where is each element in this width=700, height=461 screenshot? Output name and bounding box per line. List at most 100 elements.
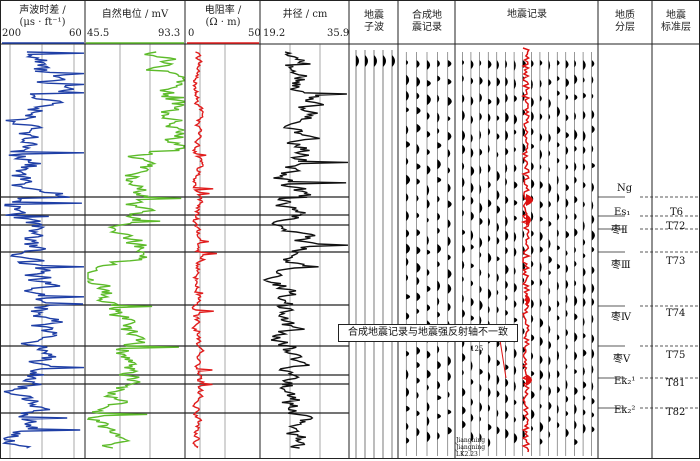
- synthetic-lobe: [416, 292, 421, 302]
- cal-scale-min: 19.2: [263, 28, 286, 39]
- seismic-lobe: [514, 365, 517, 376]
- synthetic-lobe: [437, 227, 440, 234]
- seismic-lobe: [488, 144, 490, 154]
- seismic-lobe: [565, 114, 569, 122]
- seismic-lobe: [574, 420, 577, 430]
- strata-label: Es₁: [614, 207, 631, 218]
- seismic-lobe: [505, 294, 508, 301]
- seismic-lobe: [514, 399, 517, 406]
- seismic-lobe: [479, 165, 482, 175]
- seismic-lobe: [548, 305, 551, 313]
- synthetic-lobe: [447, 149, 451, 158]
- synthetic-lobe: [437, 195, 440, 203]
- synthetic-lobe: [447, 236, 451, 247]
- synthetic-lobe: [427, 369, 431, 379]
- synthetic-lobe: [406, 210, 409, 222]
- seismic-lobe: [548, 238, 551, 250]
- seismic-lobe: [531, 211, 534, 222]
- seismic-lobe: [539, 336, 543, 347]
- seismic-lobe: [591, 109, 595, 120]
- seismic-lobe: [583, 130, 586, 142]
- seismic-lobe: [505, 60, 508, 69]
- synthetic-lobe: [427, 184, 430, 196]
- cal-title: 井径 / cm: [282, 9, 328, 20]
- seismic-lobe: [514, 348, 517, 359]
- synthetic-lobe: [447, 269, 452, 279]
- seismic-lobe: [496, 96, 500, 106]
- seismic-lobe: [539, 79, 542, 88]
- seismic-lobe: [488, 235, 491, 243]
- seismic-lobe: [531, 390, 535, 400]
- wavelet-pulse: [383, 55, 386, 67]
- seismic-lobe: [496, 170, 500, 182]
- seismic-lobe: [531, 127, 534, 136]
- seismic-lobe: [591, 266, 595, 275]
- seismic-lobe: [583, 77, 585, 83]
- seismic-lobe: [479, 433, 482, 442]
- seismic-lobe: [583, 201, 585, 208]
- seismic-lobe: [496, 273, 499, 283]
- seismic-lobe: [591, 214, 595, 225]
- seismic-lobe: [557, 126, 561, 135]
- cal-header: 井径 / cm: [261, 0, 349, 44]
- seismic-lobe: [539, 403, 542, 409]
- seismic-lobe: [514, 267, 516, 276]
- seismic-lobe: [470, 378, 474, 385]
- seismic-lobe: [462, 144, 466, 155]
- synthetic-lobe: [447, 78, 452, 85]
- seismic-lobe: [565, 395, 569, 403]
- seismic-lobe: [531, 314, 534, 324]
- seismic-lobe: [496, 306, 499, 314]
- seismic-lobe: [531, 111, 534, 122]
- seismic-lobe: [488, 217, 491, 227]
- wavelet-pulse: [365, 55, 368, 67]
- synthetic-lobe: [406, 350, 410, 357]
- synthetic-lobe: [447, 116, 451, 122]
- seismic-lobe: [565, 250, 568, 257]
- seismic-lobe: [565, 279, 569, 290]
- seismic-lobe: [479, 416, 482, 422]
- seismic-lobe: [539, 298, 542, 308]
- seismic-lobe: [531, 260, 534, 268]
- seismic-lobe: [557, 142, 560, 148]
- sp-header: 自然电位 / mV: [85, 0, 185, 44]
- strata-label: 枣Ⅴ: [613, 354, 631, 365]
- seismic-lobe: [470, 77, 474, 85]
- seismic-lobe: [531, 230, 534, 237]
- seismic-lobe: [591, 426, 595, 433]
- synthetic-lobe: [406, 60, 409, 65]
- seismic-lobe: [565, 328, 568, 337]
- synthetic-lobe: [427, 80, 431, 87]
- seismic-lobe: [488, 127, 491, 136]
- seismic-lobe: [591, 75, 594, 85]
- seismic-lobe: [574, 246, 576, 254]
- wavelet-pulse: [356, 55, 359, 67]
- synthetic-lobe: [416, 410, 420, 417]
- seismic-lobe: [557, 334, 560, 341]
- layer-title-2: 分层: [615, 22, 635, 33]
- seismic-lobe: [496, 426, 500, 435]
- standard-layer-label: T81: [666, 378, 686, 389]
- synthetic-lobe: [447, 131, 452, 141]
- seismic-lobe: [574, 213, 577, 221]
- standard-layer-label: T73: [666, 256, 686, 267]
- standard-title: 地震: [666, 10, 686, 21]
- seismic-lobe: [522, 230, 525, 239]
- sonic-title: 声波时差 /: [19, 5, 66, 16]
- synthetic-lobe: [416, 212, 420, 219]
- standard-header: 地震 标准层: [652, 0, 700, 44]
- seismic-lobe: [565, 230, 570, 239]
- synthetic-lobe: [427, 149, 430, 156]
- bottom-note-line: Jiangning: [456, 444, 486, 451]
- seismic-lobe: [574, 404, 577, 415]
- seismic-lobe: [531, 334, 535, 342]
- seismic-lobe: [479, 402, 482, 413]
- seismic-lobe: [470, 115, 473, 125]
- synthetic-lobe: [427, 269, 430, 276]
- synthetic-lobe: [437, 60, 440, 68]
- seismic-lobe: [462, 130, 465, 141]
- seismic-lobe: [565, 343, 568, 350]
- seismic-lobe: [574, 351, 577, 361]
- seismic-lobe: [548, 430, 551, 439]
- seismic-lobe: [565, 60, 569, 69]
